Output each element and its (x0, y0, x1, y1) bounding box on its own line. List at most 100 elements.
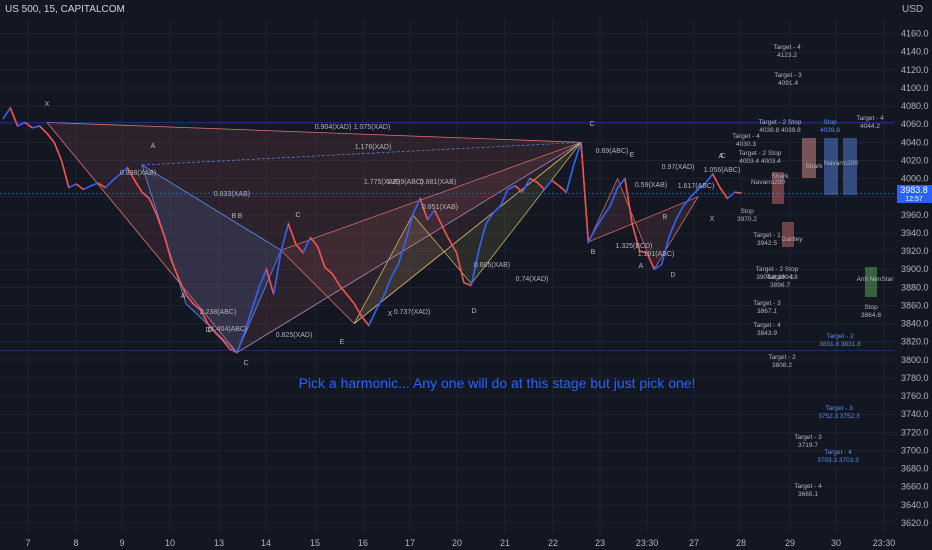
pattern-point-label: A (719, 153, 724, 160)
price-segment (32, 125, 40, 129)
price-segment (177, 277, 187, 295)
target-label: Target - 1 (766, 274, 794, 281)
price-segment (97, 182, 106, 189)
price-segment (639, 250, 648, 254)
price-tick-label: 3780.0 (901, 373, 929, 383)
price-segment (536, 181, 546, 191)
price-segment (646, 252, 655, 270)
target-label: Target - 2 Stop (739, 150, 782, 157)
target-value: 4091.4 (778, 80, 798, 87)
ratio-label: 1.191(ABC) (638, 251, 675, 258)
price-segment (346, 294, 355, 305)
price-segment (324, 266, 333, 275)
target-zone (802, 138, 816, 178)
pattern-point-label: D (207, 327, 212, 334)
price-tick-label: 4120.0 (901, 65, 929, 75)
ratio-label: 1.075(XAD) (354, 124, 391, 131)
target-label: Stop (823, 119, 837, 126)
time-tick-label: 9 (119, 538, 124, 548)
price-segment (426, 209, 436, 220)
chart-annotation: Pick a harmonic... Any one will do at th… (299, 375, 696, 391)
target-value: 3867.1 (757, 308, 777, 315)
target-value: 4030.3 (736, 141, 756, 148)
price-segment (316, 246, 326, 268)
price-series (0, 106, 895, 354)
price-tick-label: 3960.0 (901, 210, 929, 220)
ratio-label: 0.97(XAD) (662, 164, 695, 171)
price-segment (441, 225, 451, 241)
price-segment (485, 212, 494, 225)
pattern-point-label: D (205, 327, 210, 334)
ratio-label: 1.176(XAD) (355, 144, 392, 151)
target-value: 3703.3 3703.3 (817, 457, 859, 464)
price-tick-label: 3740.0 (901, 409, 929, 419)
pattern-point-label: A (639, 263, 644, 270)
ratio-label: 1.775(XAB) (364, 179, 400, 186)
time-tick-label: 22 (548, 538, 558, 548)
ratio-label: 0.74(XAD) (516, 276, 549, 283)
target-labels: Target - 4 4123.2 Target - 3 4091.4 Target -… (732, 44, 894, 498)
price-segment (455, 252, 465, 283)
time-tick-label: 10 (165, 538, 175, 548)
price-segment (602, 205, 611, 218)
price-tick-label: 4100.0 (901, 83, 929, 93)
target-label: Target - 3 (794, 434, 822, 441)
last-price-time: 12:57 (905, 196, 923, 203)
target-label: Target - 2 Stop (759, 119, 802, 126)
target-zone (865, 267, 877, 297)
price-segment (653, 263, 662, 270)
price-segment (375, 296, 385, 311)
target-value: 4123.2 (777, 52, 797, 59)
price-segment (477, 223, 487, 252)
price-tick-label: 4060.0 (901, 119, 929, 129)
price-segment (514, 185, 524, 193)
price-tick-label: 3920.0 (901, 246, 929, 256)
target-label: Target - 2 Stop (756, 266, 799, 273)
price-segment (214, 332, 224, 341)
time-tick-label: 17 (405, 538, 415, 548)
pattern-name: Shark (772, 173, 790, 180)
price-segment (141, 191, 150, 200)
price-segment (470, 250, 480, 286)
price-segment (719, 187, 729, 199)
target-label: Target - 4 (732, 133, 760, 140)
ratio-label: 2.238(ABC) (200, 309, 237, 316)
price-segment (185, 294, 194, 305)
price-segment (170, 259, 180, 279)
currency-label: USD (902, 4, 924, 15)
pattern-point-label: A (151, 143, 156, 150)
price-segment (390, 264, 399, 279)
pattern-point-label: X (388, 311, 393, 318)
pattern-point-label: B (591, 249, 596, 256)
ratio-label: 0.881(XAB) (420, 179, 456, 186)
price-segment (565, 164, 575, 193)
time-tick-label: 23:30 (636, 538, 659, 548)
target-label: Target - 4 (824, 449, 852, 456)
price-segment (134, 179, 143, 193)
pattern-point-label: C (295, 212, 300, 219)
ratio-label: 0.737(XAD) (394, 309, 431, 316)
price-segment (529, 177, 538, 183)
price-segment (83, 185, 92, 191)
price-segment (331, 273, 341, 286)
price-segment (163, 234, 173, 261)
target-value: 3896.7 (770, 282, 790, 289)
price-tick-label: 4140.0 (901, 47, 929, 57)
price-segment (112, 173, 121, 182)
pattern-name: Anti NenStar (857, 276, 895, 283)
price-segment (280, 223, 290, 252)
last-price-tag (897, 185, 932, 203)
price-tick-label: 4000.0 (901, 174, 929, 184)
price-segment (412, 198, 421, 216)
price-segment (448, 239, 458, 254)
time-tick-label: 13 (214, 538, 224, 548)
pattern-name: Shark (806, 163, 824, 170)
harmonic-patterns (46, 121, 699, 354)
price-segment (24, 121, 33, 129)
price-tick-label: 3860.0 (901, 300, 929, 310)
target-zone (824, 138, 838, 195)
pattern-point-label: B (238, 213, 243, 220)
price-segment (309, 236, 319, 248)
time-tick-label: 30 (831, 538, 841, 548)
